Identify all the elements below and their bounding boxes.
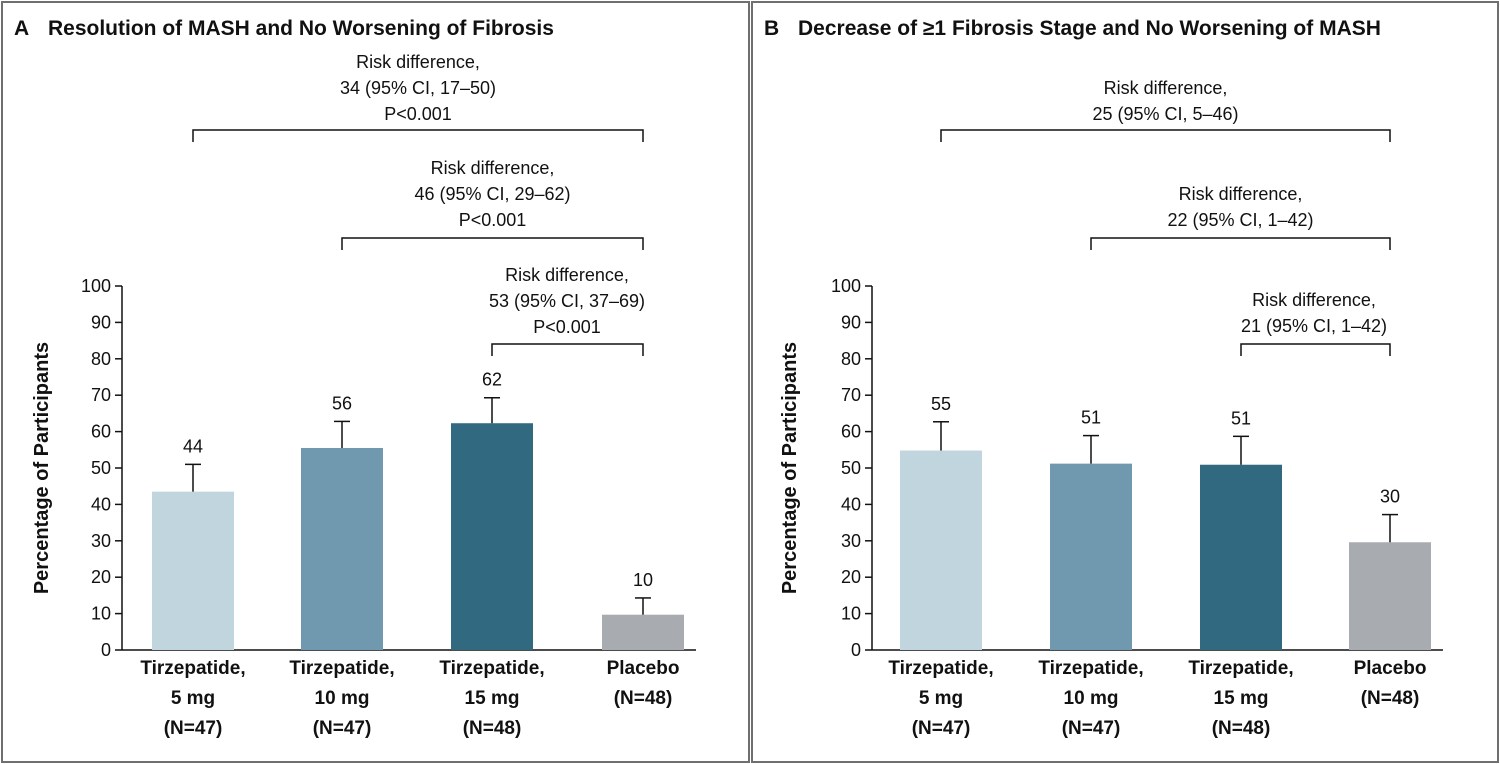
panel-b-bar: [1050, 463, 1132, 650]
panel-a-category-label: (N=47): [313, 718, 372, 739]
panel-b-bar: [1349, 542, 1431, 650]
panel-b-y-tick-label: 10: [841, 604, 861, 624]
panel-a-category-label: Tirzepatide,: [439, 658, 544, 679]
panel-b-y-tick-label: 80: [841, 349, 861, 369]
panel-a-risk-difference-annotation: Risk difference,: [505, 265, 629, 285]
panel-a-data-label: 44: [183, 436, 203, 456]
panel-b-category-label: (N=47): [912, 718, 971, 739]
panel-a-category-label: (N=48): [463, 718, 522, 739]
panel-a-category-label: 10 mg: [315, 688, 370, 709]
panel-b-y-tick-label: 50: [841, 458, 861, 478]
panel-b: B Decrease of ≥1 Fibrosis Stage and No W…: [764, 17, 1443, 739]
panel-b-category-label: Tirzepatide,: [1188, 658, 1293, 679]
panel-b-y-tick-label: 90: [841, 312, 861, 332]
panel-b-title: Decrease of ≥1 Fibrosis Stage and No Wor…: [798, 17, 1381, 40]
panel-b-category-label: (N=47): [1062, 718, 1121, 739]
panel-a-bar: [602, 614, 684, 650]
panel-b-risk-difference-annotation: 21 (95% CI, 1–42): [1241, 316, 1387, 336]
panel-a-y-tick-label: 20: [91, 567, 111, 587]
panel-a-risk-difference-annotation: P<0.001: [459, 210, 527, 230]
panel-b-risk-difference-annotation: 25 (95% CI, 5–46): [1092, 104, 1238, 124]
panel-b-comparison-bracket: [1090, 237, 1391, 250]
panel-b-y-axis-label: Percentage of Participants: [779, 342, 801, 594]
panel-a-y-tick-label: 90: [91, 312, 111, 332]
panel-b-category-label: Tirzepatide,: [888, 658, 993, 679]
panel-b-comparison-bracket: [940, 129, 1391, 142]
panel-b-y-tick-label: 100: [831, 276, 861, 296]
panel-b-category-label: Tirzepatide,: [1038, 658, 1143, 679]
panel-b-data-label: 55: [931, 394, 951, 414]
panel-b-risk-difference-annotation: Risk difference,: [1179, 184, 1303, 204]
panel-b-category-label: (N=48): [1361, 688, 1420, 709]
panel-a-category-label: (N=48): [614, 688, 673, 709]
panel-a-category-label: Tirzepatide,: [140, 658, 245, 679]
panel-b-category-label: Placebo: [1354, 658, 1427, 679]
panel-a-y-tick-label: 0: [101, 640, 111, 660]
panel-a-y-tick-label: 70: [91, 385, 111, 405]
panel-a-bar: [451, 423, 533, 650]
panel-b-y-tick-label: 40: [841, 494, 861, 514]
panel-b-category-label: 10 mg: [1064, 688, 1119, 709]
panel-b-category-label: 15 mg: [1214, 688, 1269, 709]
panel-a: A Resolution of MASH and No Worsening of…: [14, 17, 696, 739]
panel-a-y-axis-label: Percentage of Participants: [31, 342, 53, 594]
panel-b-category-label: 5 mg: [919, 688, 963, 709]
panel-b-y-tick-label: 70: [841, 385, 861, 405]
panel-a-comparison-bracket: [491, 343, 644, 356]
panel-a-category-label: 5 mg: [171, 688, 215, 709]
panel-b-y-tick-label: 30: [841, 531, 861, 551]
panel-b-letter: B: [764, 17, 779, 40]
panel-a-y-tick-label: 80: [91, 349, 111, 369]
panel-a-y-tick-label: 100: [81, 276, 111, 296]
panel-b-bar: [900, 450, 982, 650]
panel-a-category-label: 15 mg: [465, 688, 520, 709]
panel-a-category-label: (N=47): [164, 718, 223, 739]
panel-a-comparison-bracket: [341, 237, 644, 250]
panel-b-risk-difference-annotation: Risk difference,: [1104, 78, 1228, 98]
panel-a-comparison-bracket: [192, 129, 644, 142]
panel-a-risk-difference-annotation: 46 (95% CI, 29–62): [414, 184, 570, 204]
panel-a-y-tick-label: 30: [91, 531, 111, 551]
panel-a-y-tick-label: 10: [91, 604, 111, 624]
panel-a-risk-difference-annotation: 34 (95% CI, 17–50): [340, 78, 496, 98]
panel-a-category-label: Tirzepatide,: [289, 658, 394, 679]
panel-b-data-label: 51: [1081, 408, 1101, 428]
panel-a-risk-difference-annotation: P<0.001: [384, 104, 452, 124]
panel-a-risk-difference-annotation: P<0.001: [533, 317, 601, 337]
panel-a-data-label: 62: [482, 370, 502, 390]
panel-a-data-label: 10: [633, 570, 653, 590]
panel-b-risk-difference-annotation: Risk difference,: [1252, 290, 1376, 310]
panel-b-data-label: 51: [1231, 408, 1251, 428]
panel-b-data-label: 30: [1380, 487, 1400, 507]
panel-b-category-label: (N=48): [1212, 718, 1271, 739]
panel-b-y-tick-label: 60: [841, 422, 861, 442]
panel-a-y-tick-label: 50: [91, 458, 111, 478]
panel-b-risk-difference-annotation: 22 (95% CI, 1–42): [1167, 210, 1313, 230]
panel-b-frame: [751, 1, 1499, 763]
panel-a-category-label: Placebo: [607, 658, 680, 679]
panel-b-y-tick-label: 20: [841, 567, 861, 587]
panel-b-bar: [1200, 464, 1282, 650]
panel-a-risk-difference-annotation: Risk difference,: [356, 52, 480, 72]
panel-a-y-tick-label: 40: [91, 494, 111, 514]
panel-a-data-label: 56: [332, 393, 352, 413]
panel-b-comparison-bracket: [1240, 343, 1391, 356]
panel-b-y-tick-label: 0: [851, 640, 861, 660]
panel-a-bar: [152, 491, 234, 650]
panel-a-title: Resolution of MASH and No Worsening of F…: [48, 17, 554, 40]
panel-a-frame: [1, 1, 750, 763]
panel-a-letter: A: [14, 17, 29, 40]
panel-a-risk-difference-annotation: 53 (95% CI, 37–69): [489, 291, 645, 311]
panel-a-y-tick-label: 60: [91, 422, 111, 442]
panel-a-bar: [301, 447, 383, 650]
panel-a-risk-difference-annotation: Risk difference,: [431, 158, 555, 178]
